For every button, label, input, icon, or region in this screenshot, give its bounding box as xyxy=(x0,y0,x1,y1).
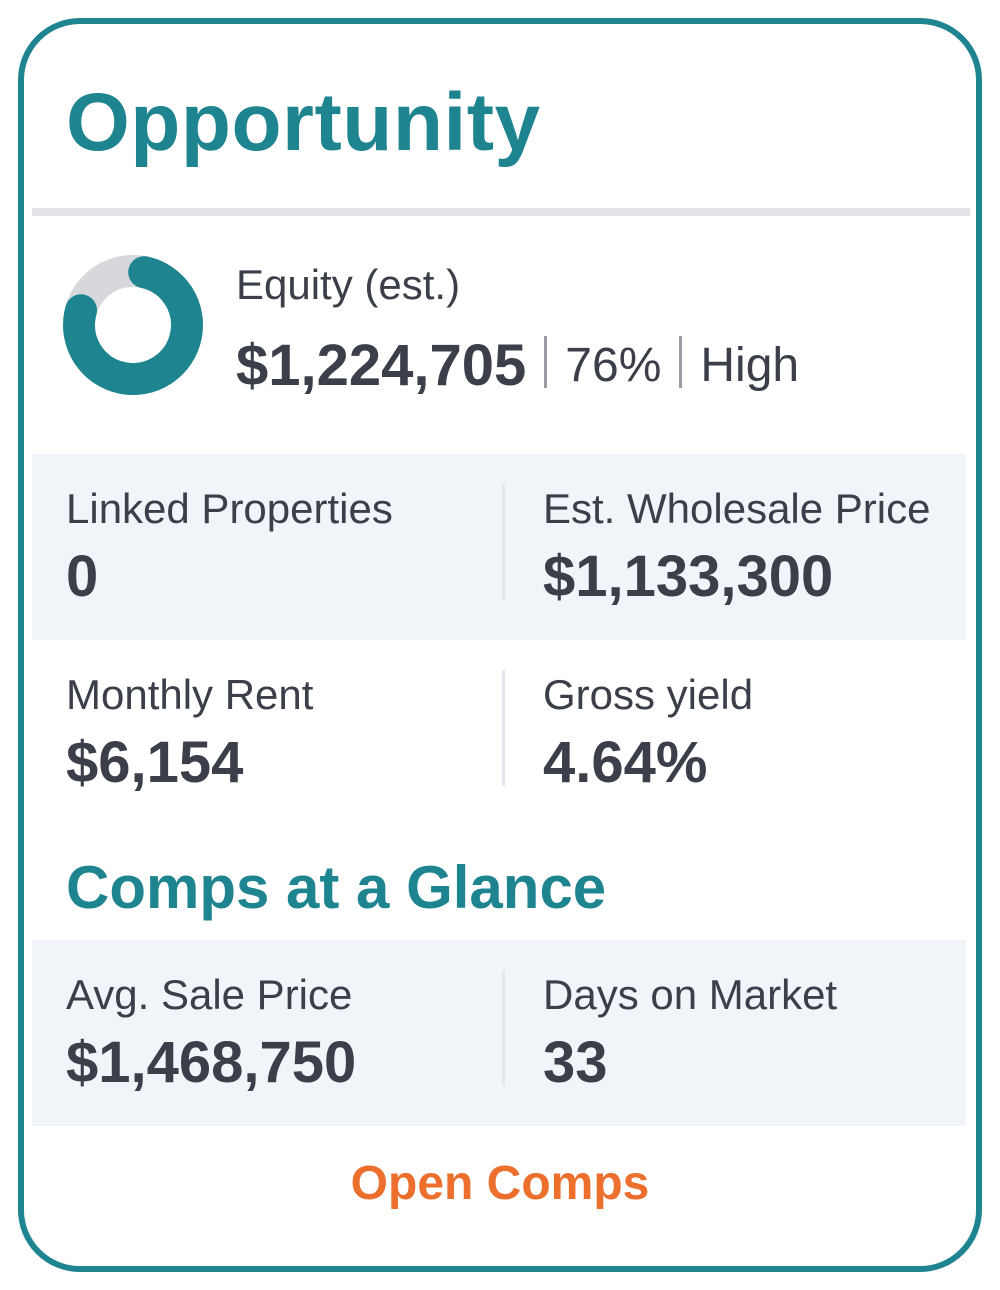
metric-value: 0 xyxy=(66,544,99,609)
metric-label: Avg. Sale Price xyxy=(66,971,353,1018)
equity-donut-chart-icon xyxy=(63,255,203,395)
metric-linked-properties: Linked Properties 0 xyxy=(32,454,502,640)
equity-summary: $1,224,705 76% High xyxy=(236,334,799,398)
metric-value: $1,133,300 xyxy=(543,544,834,609)
metric-label: Monthly Rent xyxy=(66,671,314,718)
open-comps-button[interactable]: Open Comps xyxy=(350,1157,650,1210)
divider xyxy=(544,336,548,388)
divider xyxy=(679,336,683,388)
metrics-row-1: Linked Properties 0 Est. Wholesale Price… xyxy=(32,454,966,640)
equity-level: High xyxy=(700,339,800,392)
metric-label: Est. Wholesale Price xyxy=(543,485,931,532)
metric-est-wholesale-price: Est. Wholesale Price $1,133,300 xyxy=(502,484,966,606)
metric-value: 33 xyxy=(543,1030,608,1095)
title-divider xyxy=(32,208,970,216)
metric-label: Linked Properties xyxy=(66,485,393,532)
metric-value: 4.64% xyxy=(543,730,708,795)
comps-days-on-market: Days on Market 33 xyxy=(502,970,966,1092)
comps-row: Avg. Sale Price $1,468,750 Days on Marke… xyxy=(32,940,966,1126)
metric-label: Gross yield xyxy=(543,671,754,718)
equity-label: Equity (est.) xyxy=(236,261,461,308)
comps-avg-sale-price: Avg. Sale Price $1,468,750 xyxy=(32,940,502,1126)
metric-gross-yield: Gross yield 4.64% xyxy=(502,670,966,792)
opportunity-card: Opportunity Equity (est.) $1,224,705 76%… xyxy=(18,18,982,1272)
comps-section-title: Comps at a Glance xyxy=(66,854,607,921)
metric-value: $6,154 xyxy=(66,730,244,795)
equity-value: $1,224,705 xyxy=(236,333,527,398)
metric-value: $1,468,750 xyxy=(66,1030,357,1095)
equity-percent: 76% xyxy=(565,339,662,392)
metric-label: Days on Market xyxy=(543,971,838,1018)
metric-monthly-rent: Monthly Rent $6,154 xyxy=(32,640,502,826)
card-title: Opportunity xyxy=(66,77,541,168)
metrics-row-2: Monthly Rent $6,154 Gross yield 4.64% xyxy=(32,640,966,826)
